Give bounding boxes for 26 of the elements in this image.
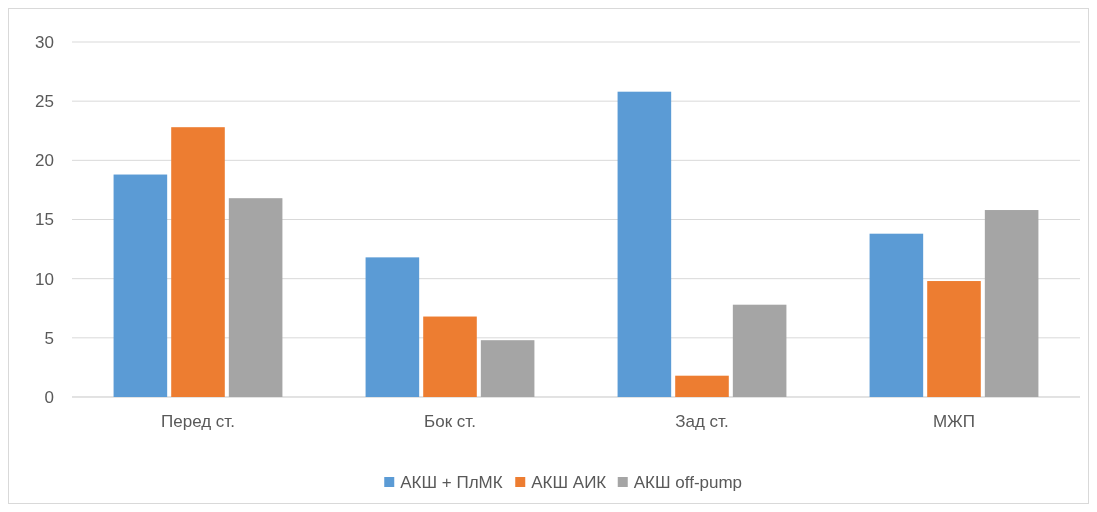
bar xyxy=(869,233,924,397)
x-tick-label: Бок ст. xyxy=(424,412,476,431)
y-tick-label: 25 xyxy=(35,92,54,112)
bar xyxy=(480,340,535,397)
bar xyxy=(228,198,283,397)
x-tick-label: Перед ст. xyxy=(161,412,235,431)
bar xyxy=(171,127,225,397)
y-tick-label: 20 xyxy=(35,151,54,171)
x-tick-label: Зад ст. xyxy=(675,412,729,431)
x-tick-label: МЖП xyxy=(932,412,976,431)
bar xyxy=(927,281,981,397)
y-tick-label: 10 xyxy=(35,269,54,289)
bar xyxy=(113,174,168,397)
bar xyxy=(617,91,672,397)
legend-label: АКШ АИК xyxy=(531,472,607,492)
y-tick-label: 5 xyxy=(44,328,54,348)
bar xyxy=(984,210,1039,397)
bar xyxy=(423,316,477,397)
y-tick-label: 30 xyxy=(35,32,54,52)
legend-label: АКШ + ПлМК xyxy=(400,472,503,492)
bar xyxy=(675,375,729,397)
y-tick-label: 15 xyxy=(35,210,54,230)
bar xyxy=(365,257,420,397)
bar xyxy=(732,304,787,397)
legend-label: АКШ off-pump xyxy=(633,472,743,492)
y-tick-label: 0 xyxy=(44,387,54,407)
